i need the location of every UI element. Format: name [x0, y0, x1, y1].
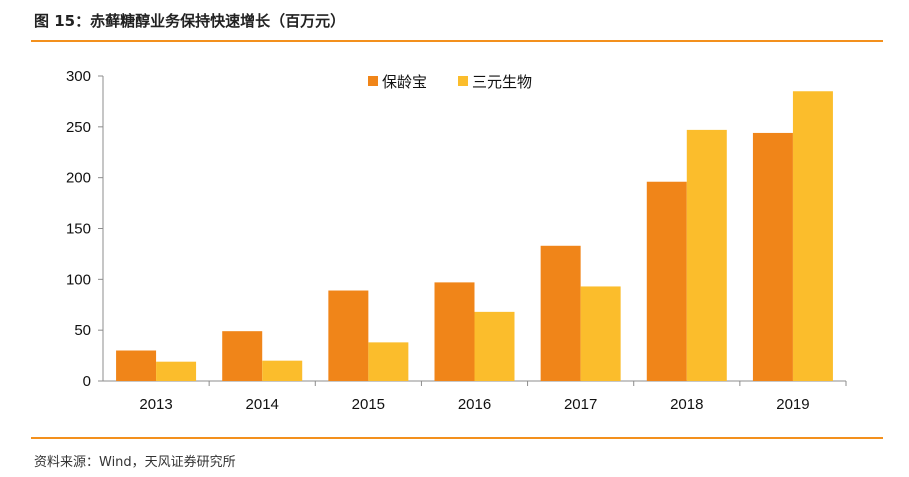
y-tick-label: 50 [74, 322, 91, 339]
x-tick-label: 2019 [776, 396, 809, 413]
bar-series-2-2019 [792, 91, 833, 381]
y-tick-label: 150 [66, 221, 91, 238]
x-tick-label: 2014 [246, 396, 279, 413]
title-divider [31, 40, 883, 42]
bar-series-2-2016 [474, 311, 515, 381]
y-tick-label: 100 [66, 271, 91, 288]
x-tick-label: 2017 [564, 396, 597, 413]
figure-title: 图 15：赤藓糖醇业务保持快速增长（百万元） [34, 12, 346, 30]
bar-series-2-2013 [156, 361, 197, 381]
bars-group [116, 91, 833, 381]
source-divider [31, 437, 883, 439]
bar-series-1-2019 [752, 132, 793, 381]
bar-series-2-2014 [262, 360, 303, 381]
bar-series-2-2015 [368, 342, 409, 381]
legend-swatch [368, 76, 378, 86]
bar-series-1-2013 [116, 350, 157, 381]
bar-series-1-2015 [328, 290, 369, 381]
y-tick-label: 200 [66, 170, 91, 187]
y-tick-label: 300 [66, 68, 91, 85]
x-tick-label: 2015 [352, 396, 385, 413]
x-tick-label: 2013 [139, 396, 172, 413]
x-axis: 2013 2014 2015 2016 2017 2018 2019 [103, 380, 847, 413]
bar-series-1-2018 [646, 181, 687, 381]
legend-swatch [458, 76, 468, 86]
y-axis: 0 50 100 150 200 250 300 [66, 68, 104, 390]
y-tick-label: 0 [83, 373, 91, 390]
bar-series-2-2018 [686, 129, 727, 381]
source-note: 资料来源：Wind，天风证券研究所 [34, 455, 236, 470]
legend: 保龄宝 三元生物 [368, 73, 532, 91]
x-tick-label: 2018 [670, 396, 703, 413]
bar-series-2-2017 [580, 286, 621, 381]
bar-series-1-2014 [222, 331, 263, 381]
legend-label: 三元生物 [472, 73, 532, 91]
bar-series-1-2017 [540, 245, 581, 381]
y-tick-label: 250 [66, 119, 91, 136]
x-tick-label: 2016 [458, 396, 491, 413]
bar-series-1-2016 [434, 282, 475, 381]
legend-label: 保龄宝 [382, 73, 427, 91]
